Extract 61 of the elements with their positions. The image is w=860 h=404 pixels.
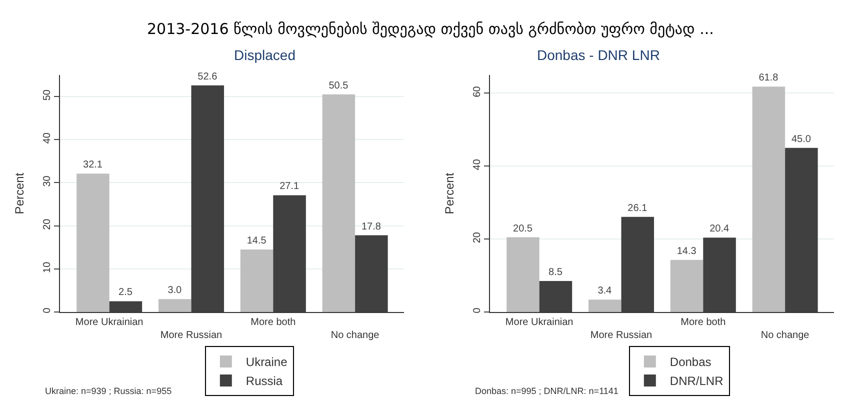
x-tick-label: More Russian xyxy=(590,330,652,341)
x-tick-label: More both xyxy=(250,317,296,328)
x-tick-label: More Ukrainian xyxy=(75,317,144,328)
chart-subtitle: Donbas - DNR LNR xyxy=(537,47,660,63)
data-label: 50.5 xyxy=(328,80,349,92)
bar xyxy=(588,300,622,312)
bar xyxy=(273,195,306,312)
bar xyxy=(539,281,572,312)
y-tick-label: 0 xyxy=(472,307,484,314)
legend-label: Russia xyxy=(246,374,283,388)
x-tick-label: More Ukrainian xyxy=(505,317,574,328)
data-label: 32.1 xyxy=(83,160,103,171)
y-axis-title: Percent xyxy=(442,172,456,214)
x-tick-label: More Russian xyxy=(160,330,222,341)
bar xyxy=(355,235,388,312)
bar xyxy=(703,238,736,312)
bar xyxy=(670,260,704,312)
bar xyxy=(109,301,142,312)
data-label: 45.0 xyxy=(791,134,812,145)
y-tick-label: 60 xyxy=(472,86,484,98)
chart-subtitle: Displaced xyxy=(234,47,296,63)
data-label: 20.4 xyxy=(710,224,730,235)
data-label: 17.8 xyxy=(361,221,382,232)
data-label: 3.0 xyxy=(168,285,182,296)
chart-title: 2013-2016 წლის მოვლენების შედეგად თქვენ თავს გრძნობთ უფრო მეტად ... xyxy=(147,20,714,38)
legend-label: DNR/LNR xyxy=(670,374,724,388)
y-axis-title: Percent xyxy=(12,172,26,214)
y-tick-label: 50 xyxy=(42,89,54,101)
data-label: 2.5 xyxy=(118,287,133,298)
data-label: 14.3 xyxy=(676,246,697,257)
data-label: 3.4 xyxy=(598,286,612,297)
y-tick-label: 20 xyxy=(42,218,54,230)
legend-label: Donbas xyxy=(670,355,712,370)
bar xyxy=(785,148,818,312)
data-label: 61.8 xyxy=(758,72,779,84)
data-label: 27.1 xyxy=(280,181,300,192)
bar xyxy=(158,299,192,312)
data-label: 8.5 xyxy=(548,267,563,278)
bar xyxy=(506,237,540,312)
data-label: 14.5 xyxy=(246,236,267,247)
y-tick-label: 0 xyxy=(42,307,54,314)
legend-label: Ukraine xyxy=(246,355,288,370)
data-label: 20.5 xyxy=(513,223,533,234)
y-tick-label: 10 xyxy=(42,261,54,273)
data-label: 26.1 xyxy=(628,202,648,214)
bar xyxy=(621,216,654,312)
y-tick-label: 40 xyxy=(472,158,484,170)
text: Donbas: n=995 ; DNR/LNR: n=1141 xyxy=(475,386,618,396)
bar xyxy=(76,174,110,312)
bar xyxy=(240,250,274,312)
bar xyxy=(322,94,356,312)
y-tick-label: 20 xyxy=(472,232,484,244)
x-tick-label: No change xyxy=(330,330,380,341)
bar xyxy=(752,86,786,312)
x-tick-label: More both xyxy=(680,317,726,328)
y-tick-label: 40 xyxy=(42,132,54,144)
y-tick-label: 30 xyxy=(42,175,54,187)
bar xyxy=(191,85,224,312)
x-tick-label: No change xyxy=(760,330,810,341)
text: Ukraine: n=939 ; Russia: n=955 xyxy=(45,386,172,396)
data-label: 52.6 xyxy=(198,71,218,82)
